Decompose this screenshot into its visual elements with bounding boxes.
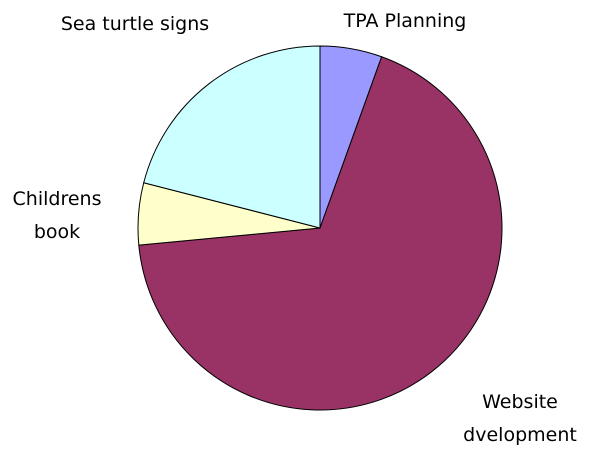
slice-label: Sea turtle signs [60, 13, 210, 35]
slice-label: Childrens book [12, 188, 102, 243]
slice-label: TPA Planning [343, 10, 467, 32]
pie-slice [138, 56, 503, 411]
pie-slice [143, 45, 321, 229]
slice-label: Website dvelopment [463, 391, 577, 446]
